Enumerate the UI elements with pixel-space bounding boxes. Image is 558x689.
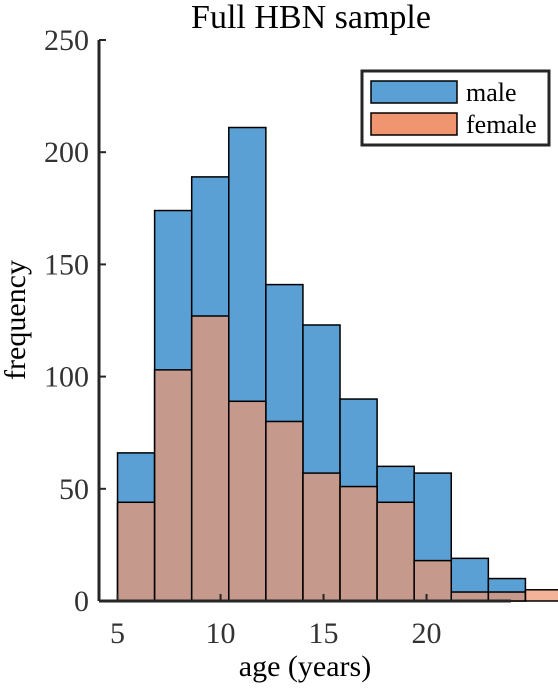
y-axis-label: frequency <box>0 260 32 380</box>
female-bar-8 <box>413 559 453 602</box>
legend-label-male: male <box>466 78 517 107</box>
female-bars <box>116 315 558 602</box>
female-bar-0 <box>116 501 156 602</box>
legend: male female <box>360 69 551 147</box>
x-tick-label: 15 <box>309 617 339 650</box>
female-bar-2 <box>190 315 230 602</box>
female-bar-4 <box>265 420 304 602</box>
y-tick-label: 200 <box>44 136 89 169</box>
female-bar-6 <box>339 485 378 602</box>
x-axis-label: age (years) <box>239 650 371 683</box>
female-bar-3 <box>228 400 267 602</box>
y-ticks: 0 50 100 150 200 250 <box>44 24 106 618</box>
legend-swatch-female <box>370 112 458 136</box>
female-bar-5 <box>302 472 341 602</box>
female-bar-7 <box>376 501 415 602</box>
x-ticks: 5 10 15 20 <box>110 594 442 650</box>
legend-label-female: female <box>466 110 537 139</box>
x-tick-label: 20 <box>412 617 442 650</box>
y-tick-label: 0 <box>74 585 89 618</box>
x-tick-label: 10 <box>206 617 236 650</box>
y-tick-label: 250 <box>44 24 89 57</box>
female-bar-11 <box>524 589 558 602</box>
chart-title: Full HBN sample <box>191 0 431 36</box>
legend-swatch-male <box>370 80 458 104</box>
y-tick-label: 100 <box>44 361 89 394</box>
y-tick-label: 50 <box>59 473 89 506</box>
x-tick-label: 5 <box>110 617 125 650</box>
axes <box>97 40 511 603</box>
female-bar-1 <box>153 369 193 602</box>
y-tick-label: 150 <box>44 248 89 281</box>
